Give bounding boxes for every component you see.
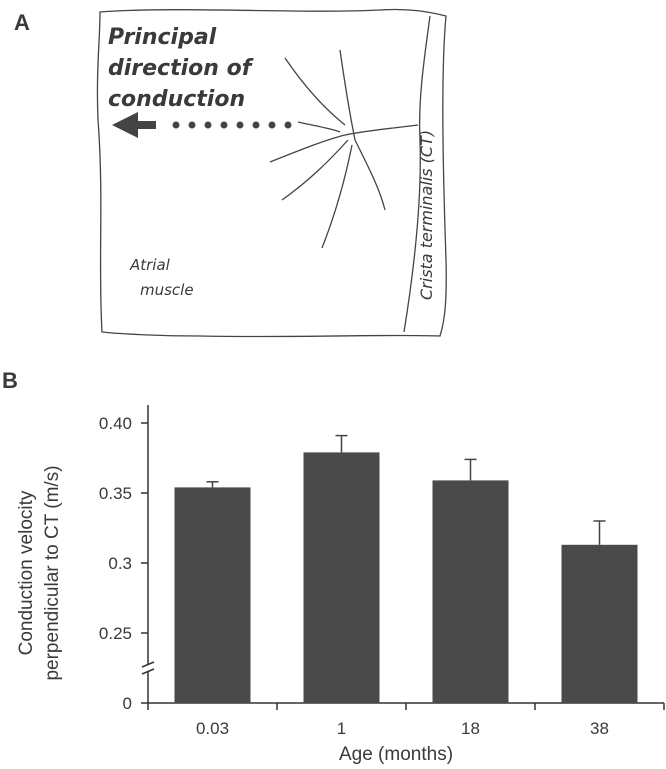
error-bar (593, 520, 606, 545)
y-tick-label: 0.25 (99, 624, 132, 643)
axis-break-mark (141, 661, 155, 668)
x-tick-label: 1 (337, 719, 346, 738)
x-tick-label: 0.03 (196, 719, 229, 738)
heading-line: Principal (108, 25, 217, 50)
y-tick-label: 0.3 (108, 554, 132, 573)
bar (432, 480, 509, 703)
error-bar (206, 481, 219, 488)
heading-line: direction of (108, 56, 254, 81)
heading-line: conduction (108, 87, 245, 112)
y-tick-label: 0.35 (99, 484, 132, 503)
bar (303, 452, 380, 703)
bar (174, 487, 251, 703)
y-axis-title: Conduction velocity (16, 490, 37, 655)
x-tick-label: 18 (461, 719, 480, 738)
diagram (96, 8, 447, 338)
panel-label: B (2, 368, 18, 393)
conduction-arrow (112, 112, 292, 138)
y-axis-title: perpendicular to CT (m/s) (42, 465, 63, 680)
error-bar (464, 458, 477, 481)
bar-chart: 0 0.25 0.3 0.35 0.40 0.03 1 18 38 Age (months) Con… (16, 405, 665, 765)
y-tick-label: 0.40 (99, 414, 132, 433)
bar (561, 544, 638, 703)
ct-label: Crista terminalis (CT) (417, 130, 436, 300)
error-bar (335, 434, 348, 453)
panel-label: A (14, 10, 30, 35)
axis-break-gap (140, 664, 156, 672)
region-label: muscle (140, 281, 194, 299)
region-label: Atrial (129, 256, 171, 274)
x-tick-label: 38 (590, 719, 609, 738)
x-axis-title: Age (months) (339, 744, 453, 765)
y-tick-label: 0 (123, 694, 132, 713)
axis-break-mark (141, 668, 155, 675)
